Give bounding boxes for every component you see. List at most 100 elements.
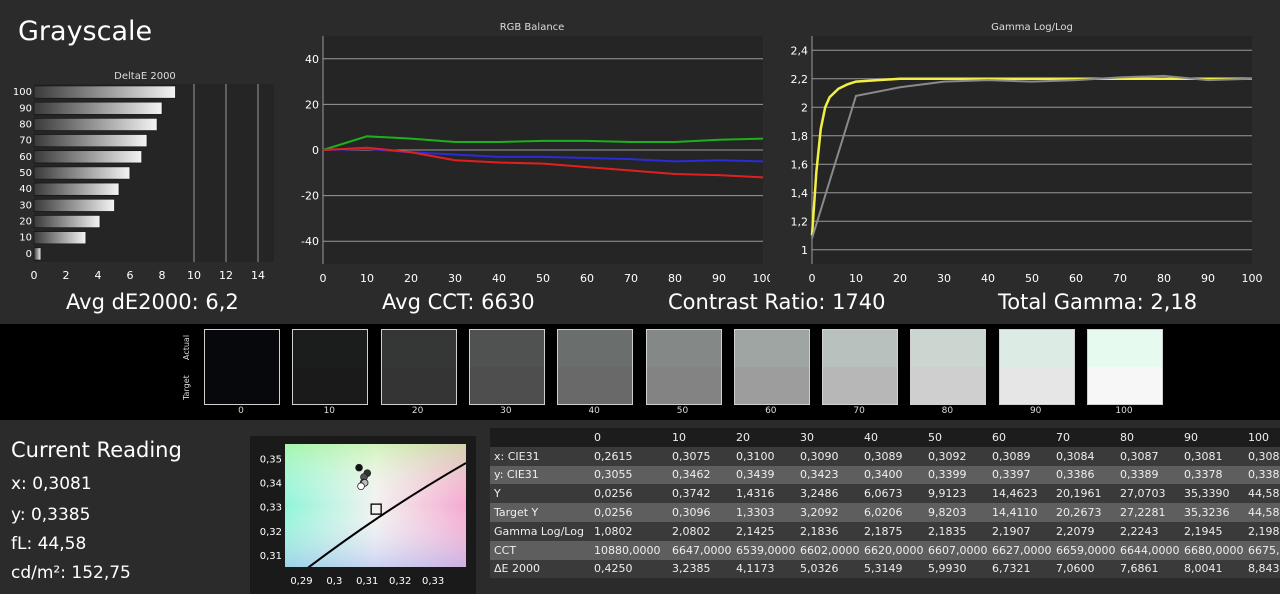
table-cell: 0,3089 — [988, 446, 1052, 466]
gamma-x-tick-label: 80 — [1157, 272, 1171, 285]
deltae-tick-label: 8 — [159, 269, 166, 282]
rgb-x-tick-label: 10 — [360, 272, 374, 285]
reading-fl: fL: 44,58 — [11, 534, 87, 554]
grayscale-swatch — [910, 329, 987, 405]
grayscale-swatch — [733, 329, 810, 405]
table-cell: 0,3397 — [988, 465, 1052, 485]
table-cell: 0,3075 — [668, 446, 732, 466]
gamma-chart-title: Gamma Log/Log — [991, 22, 1073, 33]
gamma-y-tick-label: 1,2 — [791, 215, 809, 228]
cie-x-tick-label: 0,3 — [326, 576, 342, 587]
table-row-label: Y — [490, 484, 590, 504]
deltae-bar — [33, 166, 131, 180]
swatch-actual — [1088, 330, 1162, 367]
swatch-label: 50 — [676, 406, 689, 416]
grayscale-swatch — [204, 329, 280, 405]
table-cell: 4,1173 — [732, 559, 796, 579]
table-cell: 0,3081 — [1180, 446, 1244, 466]
gamma-x-tick-label: 70 — [1113, 272, 1127, 285]
swatch-label: 40 — [588, 406, 600, 416]
table-header-cell: 100 — [1244, 428, 1280, 447]
table-cell: 27,0703 — [1116, 484, 1180, 504]
swatch-label: 80 — [941, 406, 954, 416]
deltae-bar — [33, 198, 115, 212]
table-row-label: x: CIE31 — [490, 446, 590, 466]
swatch-actual — [823, 330, 898, 367]
table-cell: 3,2486 — [796, 484, 860, 504]
reading-cd: cd/m²: 152,75 — [11, 563, 131, 583]
table-cell: 6659,0000 — [1052, 540, 1116, 560]
rgb-x-tick-label: 100 — [753, 272, 771, 285]
grayscale-swatch — [557, 329, 634, 405]
swatch-target — [823, 367, 898, 404]
table-cell: 2,1836 — [796, 521, 860, 541]
deltae-bar — [33, 118, 158, 131]
grayscale-swatch — [998, 329, 1075, 405]
table-cell: 0,3089 — [860, 446, 924, 466]
table-header-cell: 80 — [1116, 428, 1180, 447]
table-cell: 0,3092 — [924, 446, 988, 466]
swatch-actual — [646, 330, 721, 367]
gamma-y-tick-label: 1,6 — [791, 158, 809, 171]
grayscale-swatch — [292, 329, 369, 405]
cie-y-tick-label: 0,34 — [260, 479, 282, 490]
gamma-y-tick-label: 2,4 — [791, 44, 809, 57]
gamma-y-tick-label: 2,2 — [791, 73, 809, 86]
rgb-balance-chart: RGB Balance 40 20 0 -20 -40 0 10 20 30 40 50 60 70 8… — [301, 22, 771, 285]
swatch-actual — [293, 330, 368, 367]
table-row-label: Gamma Log/Log — [490, 521, 590, 541]
deltae-tick-label: 12 — [219, 269, 233, 282]
cie-y-tick-label: 0,35 — [260, 454, 282, 465]
table-cell: 7,6861 — [1116, 559, 1180, 579]
table-cell: 0,308 — [1244, 446, 1280, 466]
cie-y-tick-label: 0,31 — [260, 551, 282, 562]
swatch-target — [293, 367, 368, 404]
deltae-category-label: 100 — [13, 87, 32, 98]
swatch-label: 70 — [853, 406, 865, 416]
total-gamma-stat: Total Gamma: 2,18 — [998, 290, 1198, 314]
table-cell: 2,1945 — [1180, 521, 1244, 541]
table-cell: 0,0256 — [590, 503, 668, 522]
rgb-chart-title: RGB Balance — [500, 22, 565, 33]
deltae-bar — [33, 150, 142, 164]
cie-x-tick-label: 0,32 — [389, 576, 411, 587]
rgb-x-tick-label: 50 — [536, 272, 550, 285]
table-cell: 0,3055 — [590, 465, 668, 485]
deltae-tick-label: 2 — [63, 269, 70, 282]
swatch-label: 60 — [765, 406, 777, 416]
swatch-actual — [205, 330, 279, 367]
swatch-target — [911, 367, 986, 404]
gamma-plot-area — [812, 36, 1252, 264]
rgb-x-tick-label: 60 — [580, 272, 594, 285]
deltae-category-label: 40 — [19, 184, 32, 195]
table-cell: 0,3100 — [732, 446, 796, 466]
gamma-chart: Gamma Log/Log 2,4 2,2 2 1,8 1,6 1,4 1,2 1 0 10 20… — [791, 22, 1263, 285]
table-cell: 6675, — [1244, 540, 1280, 560]
rgb-y-tick-label: 20 — [305, 98, 319, 111]
table-cell: 35,3236 — [1180, 503, 1244, 522]
deltae-category-label: 80 — [19, 119, 32, 130]
table-header-cell: 40 — [860, 428, 924, 447]
gamma-x-tick-label: 20 — [893, 272, 907, 285]
deltae-bar — [33, 215, 101, 228]
table-cell: 6,0673 — [860, 484, 924, 504]
table-cell: 0,3386 — [1052, 465, 1116, 485]
table-cell: 2,1835 — [924, 521, 988, 541]
rgb-y-tick-label: 0 — [312, 144, 319, 157]
gamma-x-tick-label: 0 — [809, 272, 816, 285]
table-cell: 44,58 — [1244, 484, 1280, 504]
table-cell: 1,4316 — [732, 484, 796, 504]
swatch-target — [999, 367, 1074, 404]
table-cell: 9,8203 — [924, 503, 988, 522]
rgb-x-tick-label: 70 — [624, 272, 638, 285]
swatch-target — [205, 367, 279, 404]
table-row: Gamma Log/Log 1,0802 2,0802 2,1425 2,1836 2,1… — [490, 521, 1280, 541]
table-cell: 6,0206 — [860, 503, 924, 522]
table-cell: 0,3399 — [924, 465, 988, 485]
table-header-cell: 70 — [1052, 428, 1116, 447]
table-cell: 0,3389 — [1116, 465, 1180, 485]
gamma-x-tick-label: 100 — [1242, 272, 1263, 285]
cie-chart: 0,35 0,34 0,33 0,32 0,31 0,29 0,3 0,31 0,32 0,33 — [250, 436, 476, 594]
grayscale-swatch — [822, 329, 899, 405]
table-cell: 6602,0000 — [796, 540, 860, 560]
